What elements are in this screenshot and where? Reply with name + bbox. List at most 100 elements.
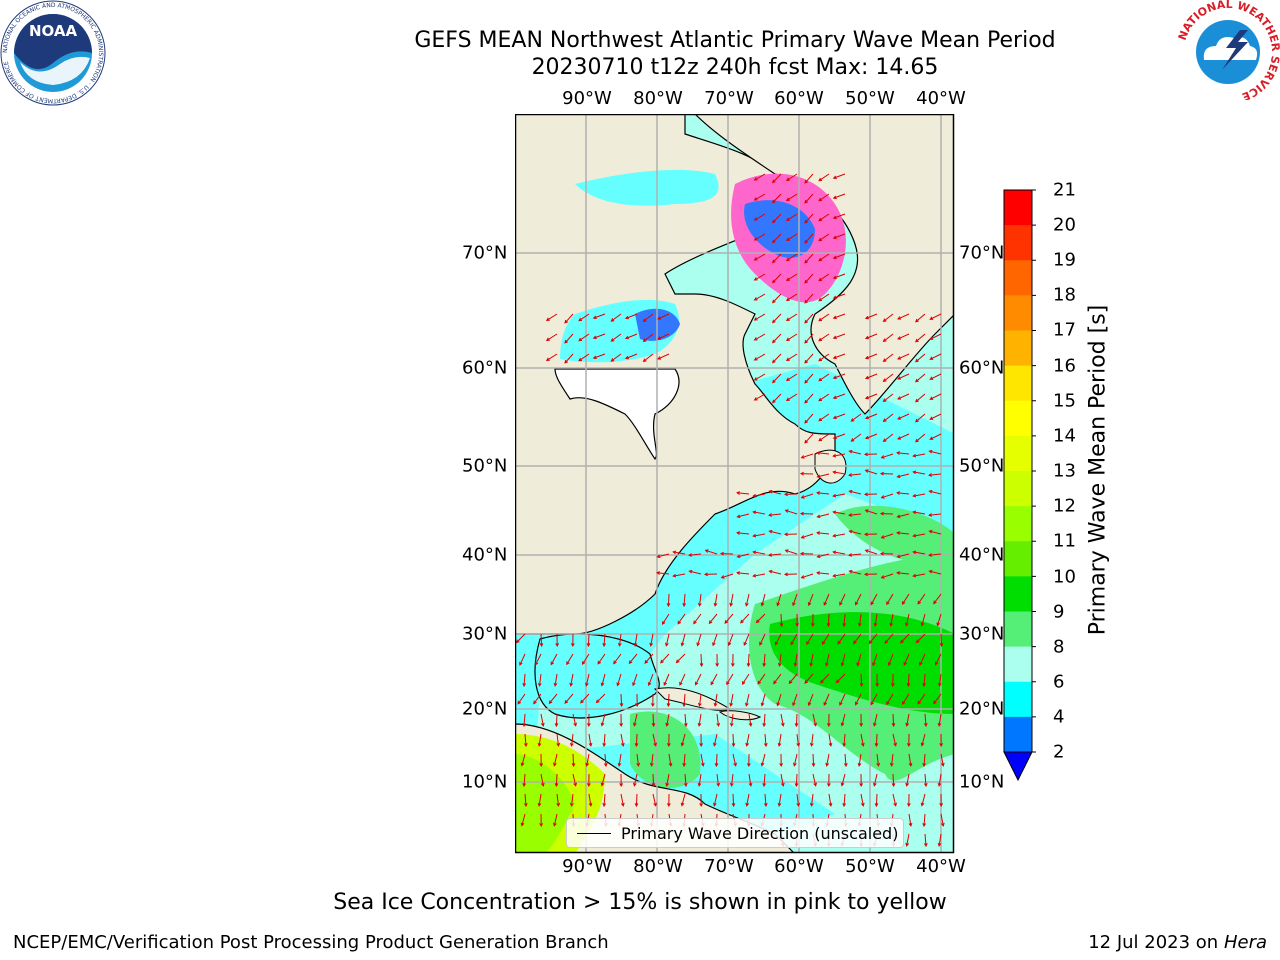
wave-arrow-head [928,473,932,477]
wave-arrow-head [882,338,887,343]
wave-arrow-head [807,702,812,707]
wave-arrow-head [657,316,662,320]
wave-arrow [833,193,846,199]
wave-arrow-head [933,600,937,605]
wave-arrow [683,693,686,707]
wave-arrow [635,733,638,747]
wave-arrow [689,570,702,575]
wave-arrow-head [666,603,671,608]
wave-arrow [886,593,894,605]
wave-arrow [919,653,926,666]
wave-arrow-head [566,661,570,666]
wave-arrow [716,713,719,726]
wave-arrow-head [884,639,889,644]
wave-arrow-head [785,277,790,281]
wave-arrow-head [759,641,763,646]
wave-arrow [697,633,702,646]
lat-label-right: 50°N [959,455,1005,477]
wave-arrow-head [832,435,837,440]
wave-arrow [780,613,783,627]
colorbar-segment [1004,225,1032,261]
wave-arrow-head [515,639,520,644]
wave-arrow-head [533,700,537,705]
wave-arrow-head [785,397,790,401]
wave-arrow-head [600,722,605,727]
wave-arrow-head [837,640,842,645]
wave-arrow [746,793,750,806]
wave-arrow-head [897,316,902,320]
wave-arrow [833,373,846,379]
wave-arrow [715,753,718,767]
wave-arrow-head [781,782,785,787]
lat-label-right: 40°N [959,544,1005,566]
wave-arrow-head [592,315,597,320]
wave-arrow [817,532,830,535]
wave-arrow [789,673,798,684]
wave-arrow-head [859,723,864,728]
wave-arrow-head [920,622,925,627]
wave-arrow [746,733,750,746]
wave-arrow [892,713,895,727]
wave-arrow [625,353,638,359]
footer-date-text: 12 Jul 2023 on [1088,932,1219,953]
wave-arrow [883,373,894,382]
wave-arrow-head [873,622,878,627]
wave-arrow [754,373,766,381]
wave-arrow-head [905,842,909,847]
wave-arrow [940,633,943,647]
wave-arrow-head [855,701,859,706]
wave-arrow-head [859,783,864,788]
wave-arrow-head [785,257,790,261]
wave-arrow [601,673,606,686]
wave-arrow-head [929,376,934,380]
wave-arrow [713,793,718,806]
colorbar-tick: 14 [1053,425,1076,447]
wave-arrow [785,549,798,555]
wave-arrow-head [753,377,758,381]
lat-label-right: 70°N [959,242,1005,264]
wave-arrow [756,613,766,623]
wave-arrow-head [523,803,528,808]
wave-arrow [804,213,814,224]
wave-arrow [804,673,814,684]
wave-arrow [929,433,942,440]
wave-arrow [632,673,638,686]
wave-arrow-head [743,642,747,646]
wave-arrow [593,333,606,339]
wave-arrow-head [616,682,620,687]
wave-arrow-head [856,662,860,667]
colorbar-tick: 17 [1053,319,1076,341]
wave-arrow-head [937,842,942,847]
wave-arrow [833,293,846,299]
wave-arrow-head [799,511,804,516]
wave-arrow [818,373,830,382]
wave-arrow-head [730,663,735,668]
wave-arrow-head [783,532,788,537]
wave-arrow [585,673,590,686]
wave-arrow [772,173,782,183]
wave-arrow [818,393,830,402]
wave-arrow-head [520,822,525,827]
wave-arrow-head [870,701,874,706]
wave-arrow-head [821,641,826,646]
wave-arrow-head [570,643,575,648]
wave-arrow [812,753,815,767]
wave-arrow-head [811,763,816,768]
wave-arrow [833,213,846,219]
wave-arrow-head [522,723,527,728]
wave-arrow-head [937,682,942,687]
wave-arrow [921,733,926,746]
wave-arrow [620,733,624,746]
wave-arrow-head [553,822,557,827]
wave-arrow [907,673,910,687]
wave-arrow-head [863,572,868,577]
wave-arrow [900,633,910,644]
wave-arrow-head [585,762,589,767]
wave-arrow-head [657,336,662,340]
map-gridlines [515,114,954,853]
wave-arrow [772,373,782,383]
wave-arrow-head [522,783,527,788]
wave-arrow [666,713,670,726]
wave-arrow-head [937,722,942,727]
wave-arrow-head [832,275,837,280]
